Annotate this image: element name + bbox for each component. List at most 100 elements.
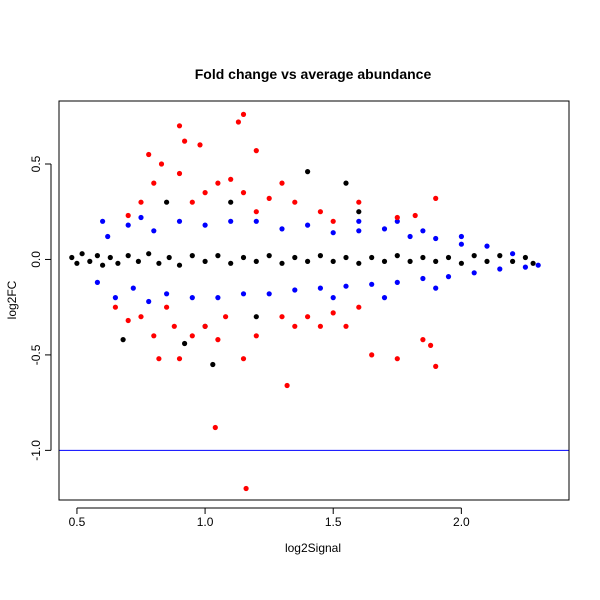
blue-point xyxy=(112,295,118,301)
black-point xyxy=(356,209,362,215)
red-point xyxy=(164,304,170,310)
blue-point xyxy=(458,241,464,247)
black-point xyxy=(530,260,536,266)
black-point xyxy=(330,258,336,264)
red-point xyxy=(215,337,221,343)
blue-point xyxy=(215,295,221,301)
black-point xyxy=(266,253,272,259)
red-point xyxy=(197,142,203,148)
black-point xyxy=(164,199,170,205)
red-point xyxy=(394,356,400,362)
red-point xyxy=(125,317,131,324)
red-point xyxy=(146,151,152,158)
red-point xyxy=(240,356,247,362)
red-point xyxy=(176,123,183,129)
red-point xyxy=(223,314,229,320)
red-point xyxy=(112,304,118,310)
black-point xyxy=(343,180,349,186)
black-point xyxy=(253,314,259,320)
black-point xyxy=(125,253,131,259)
black-point xyxy=(115,260,121,266)
blue-point xyxy=(330,295,336,301)
red-point xyxy=(428,342,434,348)
blue-point xyxy=(369,281,375,287)
black-point xyxy=(305,169,311,175)
red-point xyxy=(189,333,195,339)
red-point xyxy=(433,363,439,369)
red-point xyxy=(243,485,249,492)
blue-point xyxy=(164,291,170,297)
blue-point xyxy=(125,222,131,228)
red-point xyxy=(228,176,234,182)
black-point xyxy=(69,254,75,261)
red-point xyxy=(420,337,426,343)
red-point xyxy=(212,424,218,431)
red-point xyxy=(330,310,336,316)
red-point xyxy=(317,323,323,329)
black-point xyxy=(79,251,85,257)
blue-point xyxy=(189,295,195,301)
blue-point xyxy=(176,218,183,224)
black-point xyxy=(484,258,490,264)
black-point xyxy=(394,253,400,259)
red-point xyxy=(202,190,208,196)
blue-point xyxy=(138,214,144,221)
blue-point xyxy=(356,218,362,224)
x-axis-label: log2Signal xyxy=(285,541,341,555)
blue-point xyxy=(420,275,426,282)
red-point xyxy=(156,356,162,362)
black-point xyxy=(253,258,259,264)
blue-point xyxy=(202,222,208,228)
plot-frame xyxy=(58,100,570,501)
red-point xyxy=(369,352,375,358)
blue-point xyxy=(151,228,157,234)
black-point xyxy=(343,254,349,261)
red-point xyxy=(138,314,144,320)
blue-point xyxy=(130,285,136,291)
black-point xyxy=(166,254,172,261)
blue-point xyxy=(317,285,323,291)
blue-point xyxy=(407,233,413,240)
black-point xyxy=(156,260,162,266)
blue-point xyxy=(381,226,388,232)
black-point xyxy=(369,254,375,261)
red-point xyxy=(151,180,157,186)
red-point xyxy=(292,199,298,205)
red-point xyxy=(317,209,323,215)
red-point xyxy=(138,199,144,205)
black-point xyxy=(74,260,80,266)
black-point xyxy=(240,254,247,261)
red-point xyxy=(189,199,195,205)
blue-point xyxy=(146,298,152,305)
points-layer xyxy=(69,111,541,492)
blue-point xyxy=(458,233,464,240)
black-point xyxy=(202,258,208,264)
red-point xyxy=(412,212,418,219)
y-tick-label: 0.0 xyxy=(29,251,43,268)
blue-point xyxy=(394,279,400,285)
black-point xyxy=(522,254,529,261)
blue-point xyxy=(484,243,490,249)
blue-point xyxy=(279,226,285,232)
black-point xyxy=(189,253,195,259)
red-point xyxy=(176,170,183,177)
black-point xyxy=(471,253,477,259)
blue-point xyxy=(420,228,426,234)
black-point xyxy=(381,258,388,264)
blue-point xyxy=(394,218,400,224)
black-point xyxy=(445,254,452,261)
red-point xyxy=(292,323,298,329)
red-point xyxy=(279,180,285,186)
blue-point xyxy=(471,270,477,276)
blue-point xyxy=(100,218,106,224)
black-point xyxy=(458,260,464,266)
black-point xyxy=(509,258,516,264)
black-point xyxy=(120,337,126,343)
black-point xyxy=(305,258,311,264)
y-tick-label: 0.5 xyxy=(29,155,43,172)
black-point xyxy=(107,254,113,261)
black-point xyxy=(100,262,106,268)
blue-point xyxy=(305,222,311,228)
red-point xyxy=(394,214,400,221)
